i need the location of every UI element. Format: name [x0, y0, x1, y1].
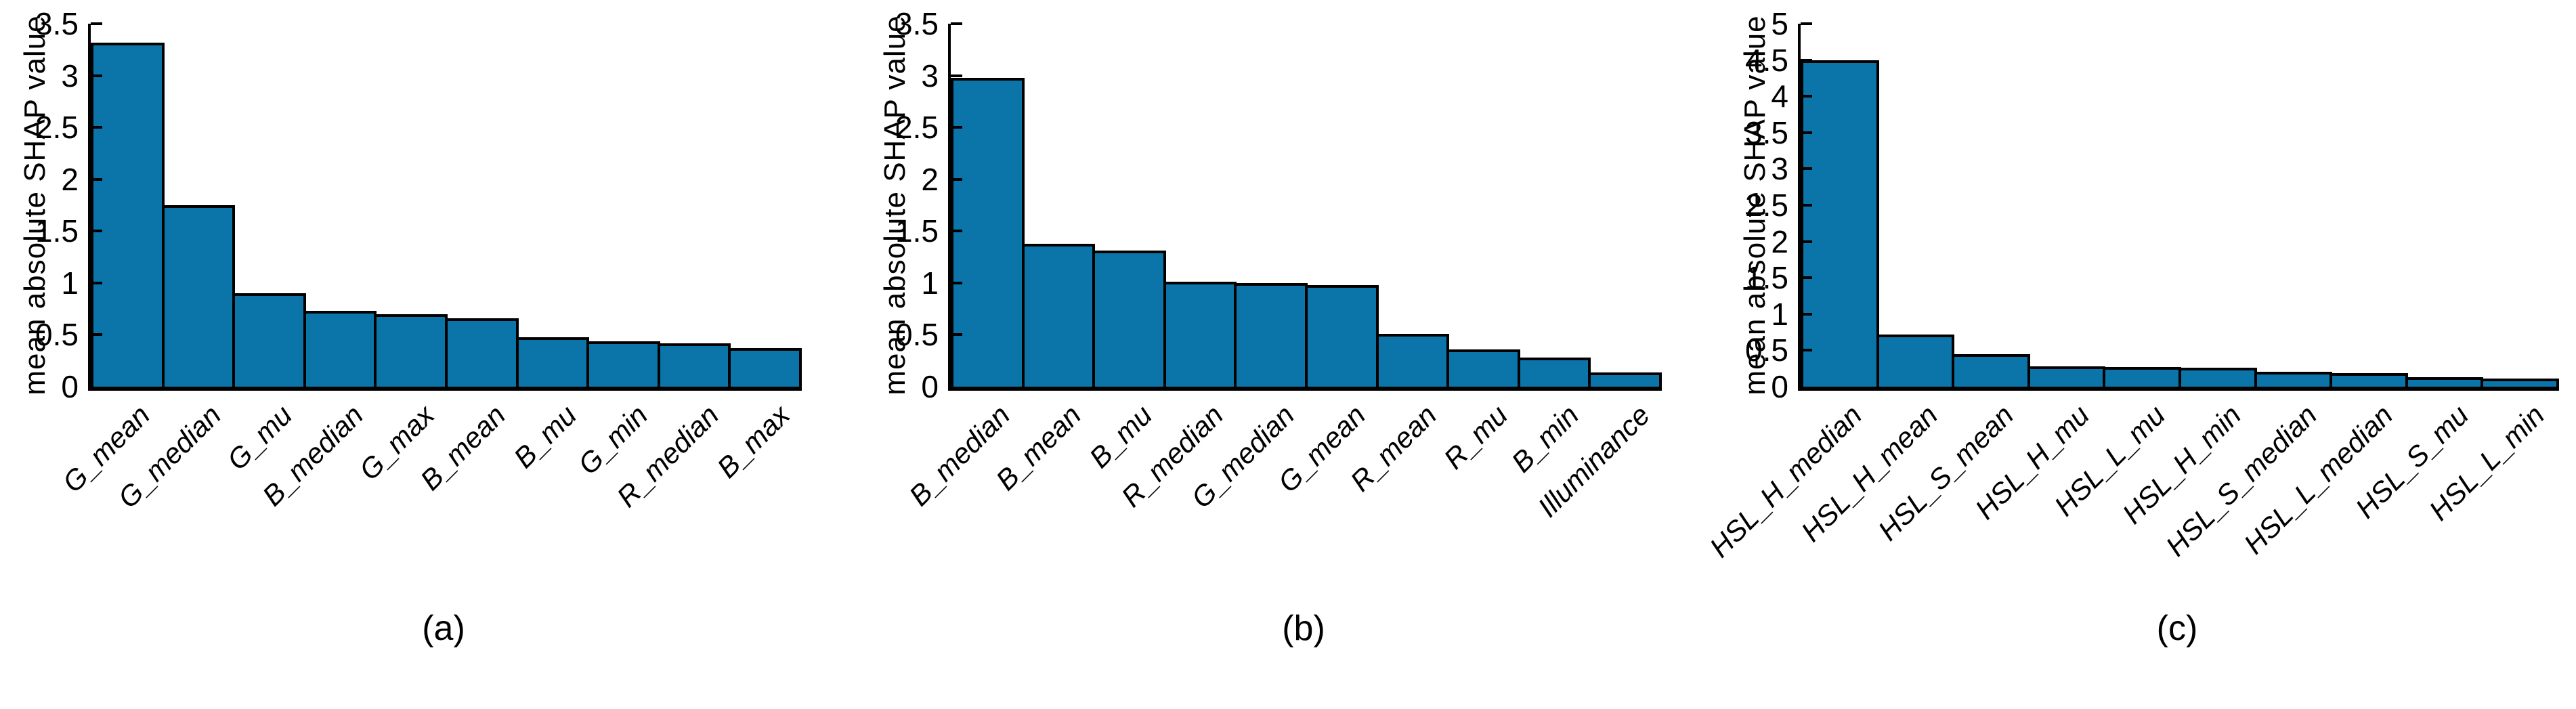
- y-tick-mark: [91, 74, 102, 77]
- bar-G_median: [161, 205, 236, 387]
- bar-series: [1801, 24, 2559, 387]
- y-tick-mark: [951, 230, 962, 233]
- y-tick-label: 1: [1771, 296, 1788, 332]
- y-tick-mark: [91, 22, 102, 25]
- y-tick-label: 0.5: [1745, 332, 1788, 368]
- y-tick-mark: [951, 126, 962, 129]
- bar-HSL_H_median: [1801, 60, 1879, 387]
- chart-caption: (a): [422, 609, 465, 648]
- y-tick-label: 0: [61, 369, 79, 404]
- bar-HSL_S_median: [2254, 371, 2333, 387]
- y-tick-label: 5: [1771, 6, 1788, 41]
- y-tick-mark: [951, 177, 962, 181]
- y-tick-label: 3: [61, 58, 79, 93]
- chart-caption: (c): [2156, 609, 2198, 648]
- plot-area: [1798, 22, 2559, 391]
- bar-G_median: [1234, 282, 1308, 387]
- bar-B_mean: [1021, 243, 1096, 387]
- y-tick-mark: [951, 74, 962, 77]
- bar-B_mean: [444, 318, 519, 387]
- y-tick-mark: [1801, 167, 1812, 171]
- y-tick-label: 4: [1771, 79, 1788, 114]
- bar-R_median: [657, 343, 731, 387]
- y-tick-label: 1: [61, 265, 79, 301]
- y-tick-mark: [91, 281, 102, 284]
- y-tick-label: 0.5: [895, 317, 939, 353]
- bar-G_min: [586, 341, 660, 387]
- bar-G_mean: [91, 42, 165, 387]
- y-tick-label: 1.5: [1745, 260, 1788, 296]
- bar-B_mu: [515, 337, 590, 387]
- bar-HSL_H_mu: [2027, 366, 2106, 387]
- y-tick-label: 2: [921, 161, 939, 197]
- bar-series: [91, 24, 802, 387]
- bar-B_max: [728, 348, 802, 387]
- chart-panel-a: mean absolute SHAP value (a) 3.5 3 2.5 2 1.5…: [0, 0, 859, 679]
- y-tick-label: 2: [61, 161, 79, 197]
- bar-B_mu: [1092, 251, 1166, 387]
- bar-HSL_L_mu: [2103, 367, 2181, 387]
- bar-G_mu: [232, 293, 306, 387]
- y-tick-mark: [1801, 312, 1812, 316]
- bar-Illuminance: [1588, 372, 1662, 387]
- y-tick-label: 2.5: [35, 110, 79, 146]
- bar-HSL_L_median: [2330, 372, 2408, 387]
- y-tick-label: 0: [1771, 369, 1788, 404]
- chart-caption: (b): [1282, 609, 1325, 648]
- y-tick-label: 3: [1771, 151, 1788, 187]
- chart-panel-c: mean absolute SHAP value (c) 5 4.5 4 3.5 3 2.…: [1703, 0, 2576, 679]
- y-tick-label: 3.5: [1745, 114, 1788, 150]
- bar-G_max: [374, 314, 448, 387]
- y-tick-mark: [951, 333, 962, 337]
- y-tick-mark: [1801, 204, 1812, 207]
- y-tick-mark: [91, 230, 102, 233]
- y-tick-mark: [1801, 276, 1812, 280]
- bar-HSL_L_min: [2481, 379, 2559, 387]
- bar-HSL_H_mean: [1876, 334, 1955, 387]
- y-tick-label: 4.5: [1745, 42, 1788, 78]
- bar-HSL_S_mean: [1952, 353, 2030, 387]
- y-tick-mark: [951, 22, 962, 25]
- figure-shap-importance: { "figure": { "y_axis_title": "mean abso…: [0, 0, 2576, 679]
- y-tick-mark: [91, 126, 102, 129]
- bar-B_median: [951, 77, 1025, 387]
- y-tick-label: 0: [921, 369, 939, 404]
- y-tick-label: 1.5: [895, 213, 939, 249]
- y-tick-mark: [1801, 240, 1812, 243]
- y-tick-label: 2: [1771, 223, 1788, 259]
- y-tick-label: 1: [921, 265, 939, 301]
- y-tick-mark: [1801, 58, 1812, 62]
- bar-G_mean: [1304, 284, 1379, 387]
- y-tick-mark: [1801, 95, 1812, 98]
- y-tick-label: 0.5: [35, 317, 79, 353]
- y-tick-mark: [1801, 131, 1812, 134]
- bar-HSL_H_min: [2178, 368, 2257, 387]
- plot-area: [948, 22, 1662, 391]
- y-tick-mark: [91, 333, 102, 337]
- bar-series: [951, 24, 1662, 387]
- y-tick-mark: [1801, 22, 1812, 25]
- y-tick-label: 1.5: [35, 213, 79, 249]
- bar-HSL_S_mu: [2405, 377, 2484, 387]
- y-tick-label: 2.5: [895, 110, 939, 146]
- bar-B_min: [1517, 358, 1591, 387]
- y-tick-mark: [1801, 349, 1812, 352]
- y-tick-mark: [91, 177, 102, 181]
- plot-area: [88, 22, 802, 391]
- y-tick-label: 3.5: [35, 6, 79, 41]
- bar-R_median: [1163, 282, 1237, 387]
- y-tick-label: 3.5: [895, 6, 939, 41]
- y-tick-label: 2.5: [1745, 188, 1788, 223]
- y-tick-mark: [951, 281, 962, 284]
- bar-R_mu: [1446, 349, 1520, 387]
- bar-B_median: [303, 311, 377, 387]
- bar-R_mean: [1375, 333, 1450, 387]
- y-tick-label: 3: [921, 58, 939, 93]
- chart-panel-b: mean absolute SHAP value (b) 3.5 3 2.5 2 1.5…: [860, 0, 1719, 679]
